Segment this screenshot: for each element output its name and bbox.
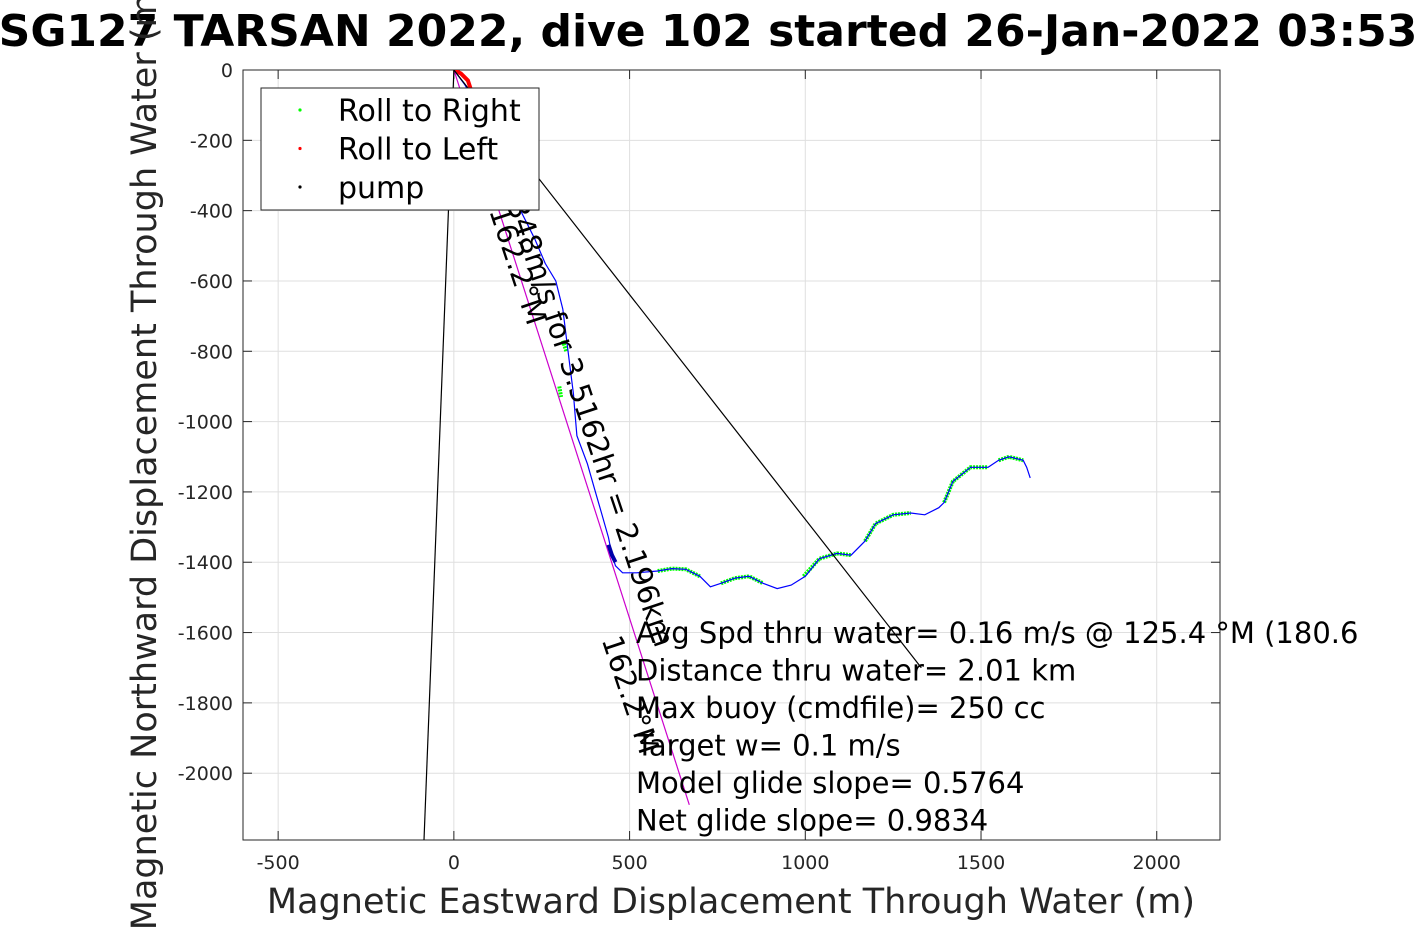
annotation-line: Target w= 0.1 m/s bbox=[635, 729, 901, 763]
series-line bbox=[453, 70, 1031, 590]
y-axis-label: Magnetic Northward Displacement Through … bbox=[125, 0, 165, 930]
x-tick-labels: -500 0 500 1000 1500 2000 bbox=[257, 852, 1181, 874]
annotation-line: Net glide slope= 0.9834 bbox=[636, 804, 988, 838]
series-segment bbox=[557, 386, 564, 398]
x-axis-label: Magnetic Eastward Displacement Through W… bbox=[267, 882, 1195, 922]
legend-label: Roll to Left bbox=[338, 133, 498, 168]
x-tick-label: 1000 bbox=[781, 852, 829, 874]
y-tick-label: -2000 bbox=[178, 763, 233, 785]
x-tick-label: 2000 bbox=[1133, 852, 1181, 874]
series-blue-clump bbox=[606, 544, 618, 564]
annotation-line: Max buoy (cmdfile)= 250 cc bbox=[636, 691, 1045, 725]
annotation-line: Avg Spd thru water= 0.16 m/s @ 125.4 °M … bbox=[636, 616, 1358, 650]
series-segment bbox=[560, 340, 569, 352]
x-tick-label: 0 bbox=[448, 852, 460, 874]
x-tick-label: 500 bbox=[611, 852, 647, 874]
legend-box bbox=[260, 87, 540, 211]
y-tick-label: -800 bbox=[190, 341, 233, 363]
series-roll-to-left bbox=[453, 70, 474, 92]
y-tick-label: -1600 bbox=[178, 623, 233, 645]
legend-marker bbox=[298, 146, 302, 151]
plot-area bbox=[242, 69, 1221, 841]
y-tick-label: -400 bbox=[190, 201, 233, 223]
y-tick-label: -200 bbox=[190, 130, 233, 152]
legend-marker bbox=[298, 108, 302, 112]
annotation-line: Model glide slope= 0.5764 bbox=[636, 766, 1024, 800]
series-segment bbox=[606, 544, 618, 564]
y-tick-labels: 0 -200 -400 -600 -800 -1000 -1200 -1400 -1600 -18… bbox=[178, 60, 233, 785]
legend-marker bbox=[298, 185, 302, 189]
y-tick-label: -1000 bbox=[178, 412, 233, 434]
y-tick-label: 0 bbox=[221, 60, 233, 82]
series-segment bbox=[453, 70, 474, 92]
legend-label: pump bbox=[338, 171, 424, 206]
y-tick-label: -1800 bbox=[178, 693, 233, 715]
annotation-line: Distance thru water= 2.01 km bbox=[636, 654, 1076, 688]
y-tick-label: -1400 bbox=[178, 552, 233, 574]
annotation-block: Avg Spd thru water= 0.16 m/s @ 125.4 °M … bbox=[635, 616, 1358, 838]
y-tick-label: -1200 bbox=[178, 482, 233, 504]
x-tick-label: -500 bbox=[257, 852, 300, 874]
x-tick-label: 1500 bbox=[957, 852, 1005, 874]
y-tick-label: -600 bbox=[190, 271, 233, 293]
legend-label: Roll to Right bbox=[338, 94, 521, 129]
chart-title: SG127 TARSAN 2022, dive 102 started 26-J… bbox=[0, 6, 1417, 57]
series-track bbox=[453, 70, 1031, 590]
